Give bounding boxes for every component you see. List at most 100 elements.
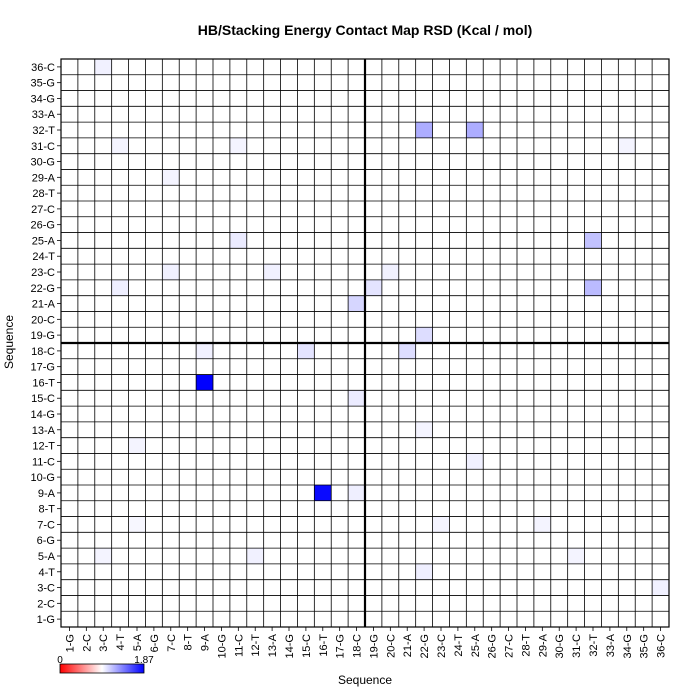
heatmap-cell <box>381 264 399 280</box>
heatmap-cell <box>263 264 281 280</box>
x-tick-label: 16-T <box>318 634 330 657</box>
x-tick-label: 28-T <box>520 634 532 657</box>
heatmap-cell <box>128 516 146 533</box>
y-tick-label: 14-G <box>31 409 55 421</box>
y-tick-label: 22-G <box>31 283 55 295</box>
y-tick-label: 28-T <box>32 188 55 200</box>
heatmap-cell <box>314 485 332 501</box>
y-tick-label: 19-G <box>31 330 55 342</box>
x-tick-label: 24-T <box>453 634 465 657</box>
heatmap-cell <box>415 327 433 343</box>
y-tick-label: 17-G <box>31 362 55 374</box>
x-tick-label: 9-A <box>200 633 212 651</box>
chart-title: HB/Stacking Energy Contact Map RSD (Kcal… <box>198 22 533 38</box>
y-tick-label: 29-A <box>32 172 56 184</box>
x-tick-label: 15-C <box>301 634 313 658</box>
heatmap-cell <box>297 343 315 359</box>
heatmap-cell <box>466 122 484 138</box>
heatmap-grid <box>60 58 670 628</box>
heatmap-cell <box>128 437 146 454</box>
heatmap-cell <box>196 374 213 391</box>
heatmap-cell <box>652 579 669 596</box>
x-tick-label: 23-C <box>436 634 448 658</box>
y-axis-label: Sequence <box>2 315 16 369</box>
x-tick-label: 14-G <box>284 634 296 658</box>
y-tick-label: 24-T <box>32 251 55 263</box>
y-tick-label: 20-C <box>31 314 55 326</box>
y-tick-label: 16-T <box>32 377 55 389</box>
x-tick-label: 6-G <box>149 634 161 652</box>
x-tick-label: 32-T <box>588 634 600 657</box>
heatmap-cell <box>229 137 247 154</box>
y-tick-label: 5-A <box>38 551 56 563</box>
heatmap-cells <box>94 59 669 596</box>
heatmap-cell <box>348 390 365 407</box>
y-tick-label: 3-C <box>37 583 55 595</box>
y-tick-label: 35-G <box>31 78 55 90</box>
x-tick-label: 21-A <box>402 633 414 657</box>
x-tick-label: 27-C <box>504 634 516 658</box>
x-tick-label: 10-G <box>216 634 228 658</box>
y-tick-label: 33-A <box>32 109 56 121</box>
y-tick-label: 10-G <box>31 472 55 484</box>
heatmap-cell <box>466 453 484 470</box>
y-tick-label: 1-G <box>37 614 55 626</box>
y-tick-label: 18-C <box>31 346 55 358</box>
y-tick-label: 2-C <box>37 598 55 610</box>
y-tick-label: 31-C <box>31 141 55 153</box>
x-tick-label: 31-C <box>571 634 583 658</box>
y-tick-label: 8-T <box>39 504 56 516</box>
heatmap-cell <box>567 548 585 564</box>
y-tick-label: 25-A <box>32 235 56 247</box>
x-tick-label: 20-C <box>385 634 397 658</box>
y-tick-label: 26-G <box>31 220 55 232</box>
x-tick-label: 3-C <box>98 634 110 652</box>
heatmap-cell <box>229 232 247 249</box>
heatmap-cell <box>94 59 112 75</box>
x-tick-label: 11-C <box>233 634 245 657</box>
heatmap-cell <box>584 232 602 249</box>
x-tick-label: 26-G <box>487 634 499 658</box>
y-tick-labels: 1-G 2-C 3-C 4-T 5-A 6-G 7-C 8-T 9-A 10-G 11-C 12-T 1… <box>31 62 61 626</box>
heatmap-cell <box>348 485 365 501</box>
heatmap-cell <box>584 279 602 296</box>
y-tick-label: 15-C <box>31 393 55 405</box>
heatmap-cell <box>246 548 264 564</box>
colorbar-min-label: 0 <box>57 655 63 666</box>
y-tick-label: 23-C <box>31 267 55 279</box>
x-tick-label: 22-G <box>419 634 431 658</box>
heatmap-cell <box>162 264 180 280</box>
colorbar-max-label: 1.87 <box>134 655 154 666</box>
plot-frame <box>60 58 670 628</box>
y-tick-label: 13-A <box>32 425 56 437</box>
y-tick-label: 36-C <box>31 62 55 74</box>
x-tick-label: 35-G <box>639 634 651 658</box>
x-tick-label: 4-T <box>115 634 127 651</box>
y-tick-label: 32-T <box>32 125 55 137</box>
x-axis-label: Sequence <box>338 673 392 687</box>
y-tick-label: 12-T <box>32 441 55 453</box>
x-tick-label: 17-G <box>335 634 347 658</box>
heatmap-cell <box>111 279 129 296</box>
y-tick-label: 27-C <box>31 204 55 216</box>
x-tick-label: 1-G <box>64 634 76 652</box>
heatmap-cell <box>196 343 213 359</box>
y-tick-label: 30-G <box>31 157 55 169</box>
y-tick-label: 9-A <box>38 488 56 500</box>
x-tick-label: 13-A <box>267 633 279 657</box>
y-tick-label: 4-T <box>39 567 56 579</box>
heatmap-cell <box>415 122 433 138</box>
colorbar: 0 1.87 <box>57 655 154 674</box>
x-tick-label: 33-A <box>605 633 617 657</box>
heatmap-cell <box>432 516 450 533</box>
heatmap-cell <box>618 137 636 154</box>
x-tick-label: 8-T <box>183 634 195 651</box>
x-tick-label: 7-C <box>166 634 178 652</box>
x-tick-labels: 1-G 2-C 3-C 4-T 5-A 6-G 7-C 8-T 9-A 10-G 11-C 12-T 1… <box>64 627 668 658</box>
x-tick-label: 29-A <box>537 633 549 657</box>
y-tick-label: 11-C <box>32 456 55 468</box>
heatmap-cell <box>398 343 416 359</box>
y-tick-label: 6-G <box>37 535 55 547</box>
heatmap-cell <box>365 279 382 296</box>
